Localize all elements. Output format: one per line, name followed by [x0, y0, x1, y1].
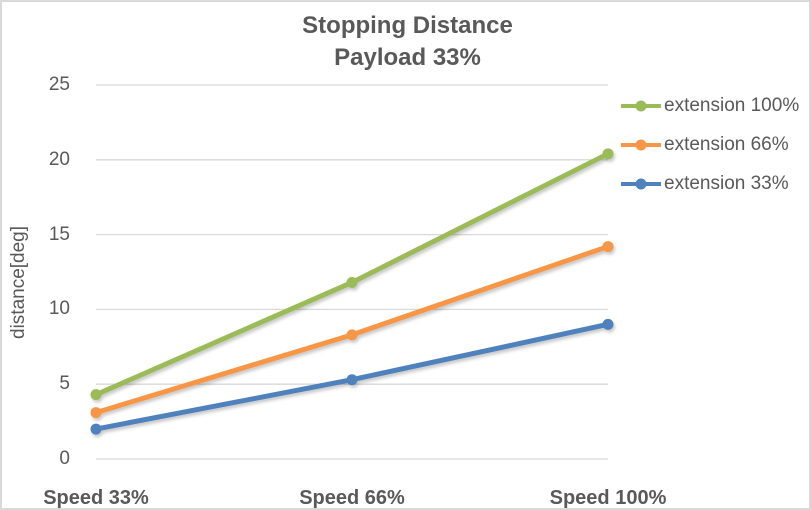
- y-tick-label-25: 25: [48, 74, 70, 95]
- series-extension-66-: [90, 241, 614, 419]
- y-tick-label-15: 15: [48, 223, 70, 245]
- data-point: [602, 318, 614, 330]
- series-extension-33-: [90, 318, 614, 435]
- x-axis-label-2: Speed 100%: [549, 487, 667, 509]
- data-point: [90, 407, 102, 419]
- x-axis-label-0: Speed 33%: [43, 487, 149, 509]
- chart-title-line1: Stopping Distance: [302, 12, 513, 39]
- series-extension-100-: [90, 148, 614, 401]
- legend-label: extension 33%: [664, 172, 789, 194]
- data-point: [90, 423, 102, 435]
- legend-marker-icon: [621, 139, 661, 150]
- legend-label: extension 100%: [664, 94, 800, 116]
- data-point: [602, 148, 614, 160]
- y-tick-label-0: 0: [59, 448, 70, 469]
- data-point: [346, 276, 358, 288]
- legend-marker-icon: [621, 100, 661, 111]
- data-point: [90, 389, 102, 401]
- data-point: [602, 241, 614, 253]
- data-point: [346, 374, 358, 386]
- x-axis-label-1: Speed 66%: [299, 487, 405, 509]
- y-tick-label-10: 10: [48, 298, 70, 320]
- legend-marker-icon: [621, 178, 661, 189]
- chart-title: Stopping Distance Payload 33%: [2, 10, 809, 74]
- legend-item: extension 33%: [621, 164, 799, 203]
- legend-item: extension 100%: [621, 86, 799, 125]
- y-tick-label-5: 5: [59, 373, 70, 395]
- data-point: [346, 329, 358, 341]
- y-tick-label-20: 20: [48, 148, 70, 170]
- legend-label: extension 66%: [664, 133, 789, 155]
- chart-title-line2: Payload 33%: [334, 44, 481, 71]
- legend: extension 100% extension 66% extension 33%: [621, 86, 799, 203]
- legend-item: extension 66%: [621, 125, 799, 164]
